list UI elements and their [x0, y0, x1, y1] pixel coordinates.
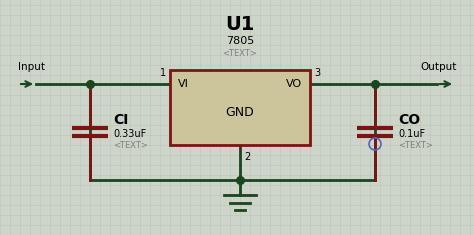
Text: 1: 1: [160, 68, 166, 78]
Text: Input: Input: [18, 62, 45, 72]
Text: VI: VI: [178, 79, 189, 89]
Text: VO: VO: [286, 79, 302, 89]
Text: CO: CO: [398, 113, 420, 127]
Text: U1: U1: [225, 16, 255, 35]
Text: Output: Output: [420, 62, 457, 72]
Text: <TEXT>: <TEXT>: [398, 141, 433, 150]
Bar: [170, 70, 310, 145]
Text: CI: CI: [113, 113, 128, 127]
Text: 2: 2: [244, 152, 250, 162]
Text: 0.1uF: 0.1uF: [398, 129, 425, 139]
Text: GND: GND: [226, 106, 255, 119]
Text: 0.33uF: 0.33uF: [113, 129, 146, 139]
Text: <TEXT>: <TEXT>: [223, 48, 257, 58]
Text: <TEXT>: <TEXT>: [113, 141, 148, 150]
Text: 7805: 7805: [226, 36, 254, 46]
Text: 3: 3: [314, 68, 320, 78]
